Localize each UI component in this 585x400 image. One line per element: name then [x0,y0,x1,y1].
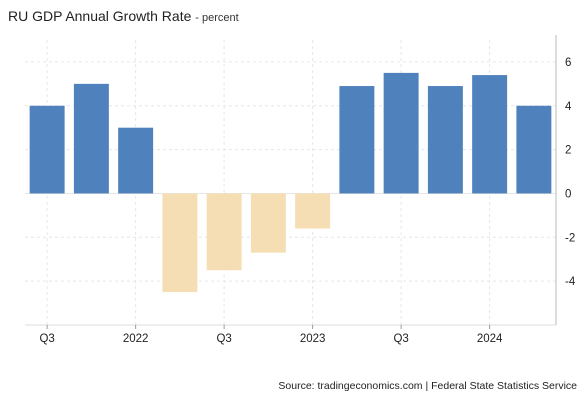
bar [383,72,419,194]
bar [162,193,198,293]
x-tick-label: Q3 [393,333,408,345]
x-tick-label: Q3 [216,333,231,345]
bar [206,193,242,271]
chart-title-text: RU GDP Annual Growth Rate [8,8,192,24]
bar [118,127,154,194]
bar [472,75,508,194]
y-tick-label: 4 [565,101,572,113]
source-note: Source: tradingeconomics.com | Federal S… [278,380,577,392]
bar [295,193,331,229]
bar [73,83,109,194]
y-tick-label: 0 [565,188,571,200]
chart-title: RU GDP Annual Growth Rate - percent [8,8,239,24]
y-tick-label: 2 [565,145,571,157]
bar [29,105,65,194]
bar [250,193,286,253]
y-tick-label: -2 [565,232,575,244]
chart-subtitle: - percent [195,12,239,24]
x-tick-label: 2023 [300,333,326,345]
x-tick-label: 2024 [477,333,503,345]
x-tick-label: 2022 [123,333,149,345]
y-tick-label: 6 [565,57,571,69]
bar [427,86,463,194]
y-tick-label: -4 [565,276,576,288]
bar [339,86,375,194]
x-tick-label: Q3 [39,333,54,345]
bar [516,105,552,194]
